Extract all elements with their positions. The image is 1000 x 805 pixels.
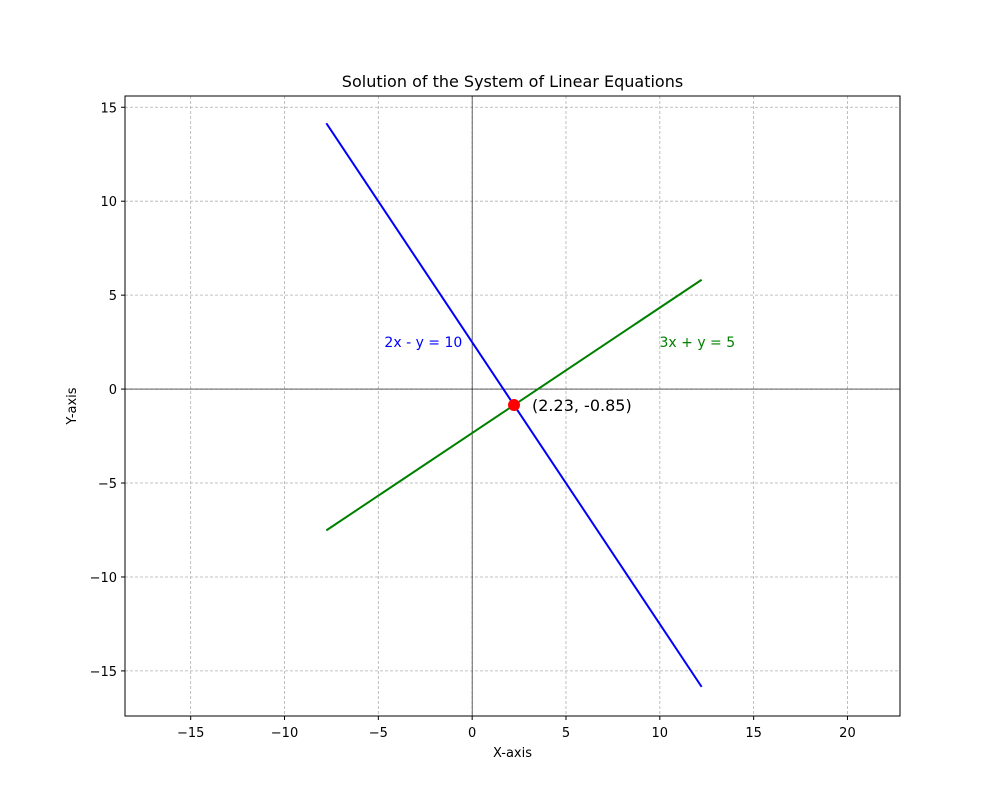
y-tick-label: 0: [109, 383, 117, 398]
x-ticks: −15 −10 −5 0 5 10 15 20: [177, 716, 856, 741]
x-tick-label: −10: [271, 726, 298, 741]
y-tick-label: −5: [98, 477, 117, 492]
series-label-1: 3x + y = 5: [660, 335, 736, 351]
plot-frame: [124, 95, 901, 717]
x-tick-label: 15: [745, 726, 762, 741]
zero-lines: [125, 96, 900, 716]
y-ticks: −15 −10 −5 0 5 10 15: [90, 101, 125, 680]
x-tick-label: −15: [177, 726, 204, 741]
x-axis-label: X-axis: [493, 746, 532, 761]
y-tick-label: −10: [90, 571, 117, 586]
solution-point-label: (2.23, -0.85): [532, 396, 632, 415]
x-tick-label: 0: [468, 726, 476, 741]
x-tick-label: 10: [652, 726, 669, 741]
solution-point-group: (2.23, -0.85): [508, 396, 632, 415]
y-tick-label: 10: [100, 195, 117, 210]
y-tick-label: 15: [100, 101, 117, 116]
solution-point: [508, 399, 521, 412]
x-tick-label: 5: [562, 726, 570, 741]
y-tick-label: −15: [90, 665, 117, 680]
y-axis-label: Y-axis: [65, 387, 80, 425]
y-tick-label: 5: [109, 289, 117, 304]
x-tick-label: −5: [369, 726, 388, 741]
series-lines: 2x - y = 10 3x + y = 5: [325, 122, 736, 688]
x-tick-label: 20: [839, 726, 856, 741]
chart-title: Solution of the System of Linear Equatio…: [342, 72, 683, 91]
series-label-0: 2x - y = 10: [384, 335, 462, 351]
